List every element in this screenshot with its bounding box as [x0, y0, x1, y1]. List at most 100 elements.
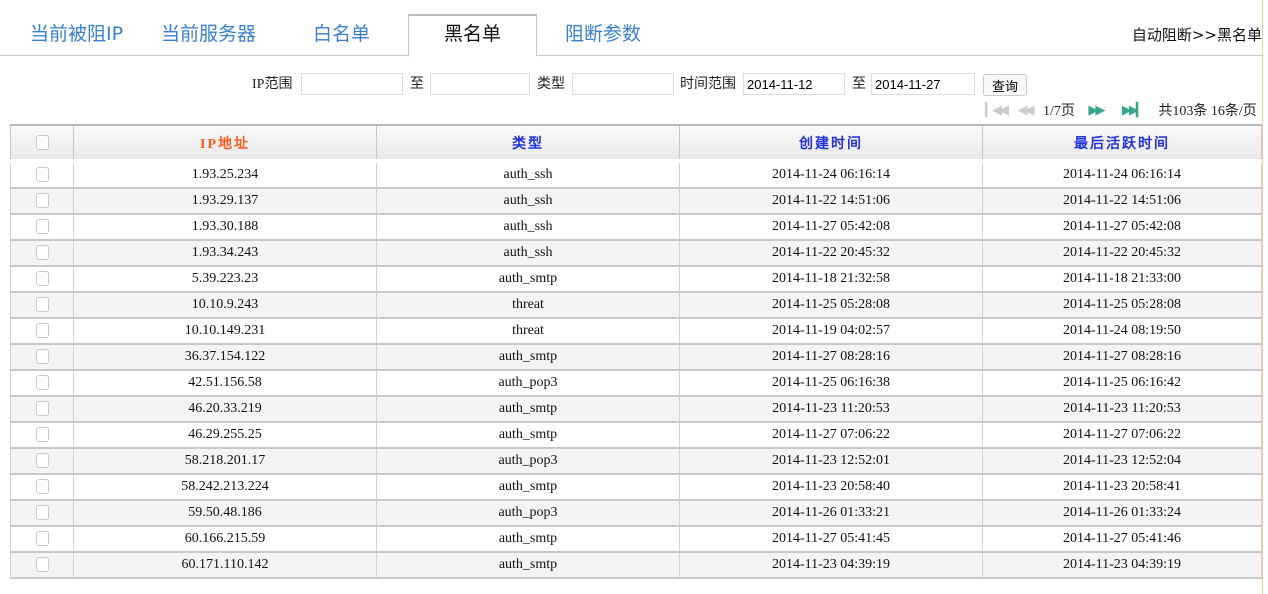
row-checkbox[interactable] [35, 323, 49, 339]
created-cell: 2014-11-27 05:42:08 [679, 213, 983, 241]
pager: ▎◀◀ ◀◀ 1/7页 ▶▶ ▶▶▎ 共103条 16条/页 [985, 100, 1257, 120]
end-date-input[interactable] [871, 73, 975, 95]
table-row[interactable]: 1.93.30.188 auth_ssh 2014-11-27 05:42:08 20… [10, 213, 1262, 241]
row-checkbox[interactable] [35, 375, 49, 391]
last-active-cell: 2014-11-27 07:06:22 [982, 421, 1262, 449]
last-active-cell: 2014-11-23 04:39:19 [982, 551, 1262, 579]
last-active-cell: 2014-11-27 05:41:46 [982, 525, 1262, 553]
ip-start-input[interactable] [301, 73, 403, 95]
tab-blacklist[interactable]: 黑名单 [408, 14, 537, 57]
tab-block-params[interactable]: 阻断参数 [565, 23, 642, 45]
type-cell: auth_ssh [376, 213, 680, 241]
next-page-icon[interactable]: ▶▶ [1088, 102, 1105, 117]
start-date-input[interactable] [743, 73, 845, 95]
type-cell: auth_smtp [376, 525, 680, 553]
last-active-cell: 2014-11-27 05:42:08 [982, 213, 1262, 241]
type-cell: auth_smtp [376, 395, 680, 423]
table-row[interactable]: 10.10.149.231 threat 2014-11-19 04:02:57 20… [10, 317, 1262, 345]
row-checkbox[interactable] [35, 193, 49, 209]
table-row[interactable]: 42.51.156.58 auth_pop3 2014-11-25 06:16:38… [10, 369, 1262, 397]
row-checkbox[interactable] [35, 427, 49, 443]
ip-cell: 60.171.110.142 [73, 551, 377, 579]
table-row[interactable]: 59.50.48.186 auth_pop3 2014-11-26 01:33:21… [10, 499, 1262, 527]
last-page-icon[interactable]: ▶▶▎ [1121, 102, 1146, 117]
last-active-cell: 2014-11-22 14:51:06 [982, 187, 1262, 215]
table-row[interactable]: 5.39.223.23 auth_smtp 2014-11-18 21:32:58 2… [10, 265, 1262, 293]
row-checkbox[interactable] [35, 271, 49, 287]
row-checkbox[interactable] [35, 219, 49, 235]
table-row[interactable]: 60.171.110.142 auth_smtp 2014-11-23 04:39:… [10, 551, 1262, 579]
ip-cell: 1.93.34.243 [73, 239, 377, 267]
ip-cell: 1.93.30.188 [73, 213, 377, 241]
row-checkbox[interactable] [35, 531, 49, 547]
type-label: 类型 [537, 77, 565, 92]
type-cell: auth_pop3 [376, 499, 680, 527]
header-last-active[interactable]: 最后活跃时间 [982, 124, 1262, 163]
header-created[interactable]: 创建时间 [679, 124, 983, 163]
tab-bar: 当前被阻IP 当前服务器 白名单 黑名单 阻断参数 [0, 14, 1262, 57]
table-row[interactable]: 60.166.215.59 auth_smtp 2014-11-27 05:41:4… [10, 525, 1262, 553]
table-row[interactable]: 58.218.201.17 auth_pop3 2014-11-23 12:52:0… [10, 447, 1262, 475]
last-active-cell: 2014-11-23 11:20:53 [982, 395, 1262, 423]
record-summary: 共103条 16条/页 [1158, 104, 1257, 119]
last-active-cell: 2014-11-23 20:58:41 [982, 473, 1262, 501]
type-cell: auth_pop3 [376, 369, 680, 397]
row-checkbox[interactable] [35, 297, 49, 313]
tab-blocked-ip[interactable]: 当前被阻IP [30, 23, 124, 45]
table-row[interactable]: 58.242.213.224 auth_smtp 2014-11-23 20:58:… [10, 473, 1262, 501]
type-cell: auth_smtp [376, 551, 680, 579]
row-select [10, 499, 74, 527]
row-checkbox[interactable] [35, 401, 49, 417]
last-active-cell: 2014-11-22 20:45:32 [982, 239, 1262, 267]
ip-end-input[interactable] [430, 73, 530, 95]
row-select [10, 159, 74, 189]
table-row[interactable]: 10.10.9.243 threat 2014-11-25 05:28:08 2014… [10, 291, 1262, 319]
row-checkbox[interactable] [35, 479, 49, 495]
table-row[interactable]: 46.29.255.25 auth_smtp 2014-11-27 07:06:22… [10, 421, 1262, 449]
select-all-checkbox[interactable] [35, 134, 49, 150]
header-ip[interactable]: IP地址 [73, 124, 377, 163]
type-input[interactable] [572, 73, 674, 95]
row-checkbox[interactable] [35, 453, 49, 469]
ip-cell: 58.242.213.224 [73, 473, 377, 501]
last-active-cell: 2014-11-24 06:16:14 [982, 159, 1262, 189]
tab-current-servers[interactable]: 当前服务器 [161, 23, 257, 45]
ip-cell: 46.20.33.219 [73, 395, 377, 423]
first-page-icon[interactable]: ▎◀◀ [985, 102, 1009, 117]
table-row[interactable]: 46.20.33.219 auth_smtp 2014-11-23 11:20:53… [10, 395, 1262, 423]
created-cell: 2014-11-23 20:58:40 [679, 473, 983, 501]
ip-cell: 10.10.149.231 [73, 317, 377, 345]
table-row[interactable]: 1.93.25.234 auth_ssh 2014-11-24 06:16:14 20… [10, 159, 1262, 189]
created-cell: 2014-11-19 04:02:57 [679, 317, 983, 345]
created-cell: 2014-11-23 12:52:01 [679, 447, 983, 475]
last-active-cell: 2014-11-27 08:28:16 [982, 343, 1262, 371]
row-select [10, 239, 74, 267]
ip-cell: 5.39.223.23 [73, 265, 377, 293]
table-row[interactable]: 36.37.154.122 auth_smtp 2014-11-27 08:28:1… [10, 343, 1262, 371]
to-label-2: 至 [852, 77, 866, 92]
type-cell: auth_ssh [376, 239, 680, 267]
filter-bar: IP范围 至 类型 时间范围 至 查询 [0, 73, 1268, 97]
table-row[interactable]: 1.93.29.137 auth_ssh 2014-11-22 14:51:06 20… [10, 187, 1262, 215]
row-checkbox[interactable] [35, 349, 49, 365]
created-cell: 2014-11-23 04:39:19 [679, 551, 983, 579]
created-cell: 2014-11-22 20:45:32 [679, 239, 983, 267]
query-button[interactable]: 查询 [983, 74, 1028, 96]
created-cell: 2014-11-26 01:33:21 [679, 499, 983, 527]
header-type[interactable]: 类型 [376, 124, 680, 163]
select-all-header [10, 124, 74, 163]
type-cell: auth_smtp [376, 421, 680, 449]
prev-page-icon[interactable]: ◀◀ [1017, 102, 1035, 117]
row-checkbox[interactable] [35, 557, 49, 573]
row-select [10, 265, 74, 293]
tab-whitelist[interactable]: 白名单 [313, 23, 371, 45]
ip-range-label: IP范围 [252, 77, 293, 92]
type-cell: auth_smtp [376, 265, 680, 293]
created-cell: 2014-11-27 05:41:45 [679, 525, 983, 553]
row-select [10, 421, 74, 449]
row-checkbox[interactable] [35, 505, 49, 521]
row-checkbox[interactable] [35, 245, 49, 261]
last-active-cell: 2014-11-24 08:19:50 [982, 317, 1262, 345]
table-row[interactable]: 1.93.34.243 auth_ssh 2014-11-22 20:45:32 20… [10, 239, 1262, 267]
row-checkbox[interactable] [35, 167, 49, 183]
